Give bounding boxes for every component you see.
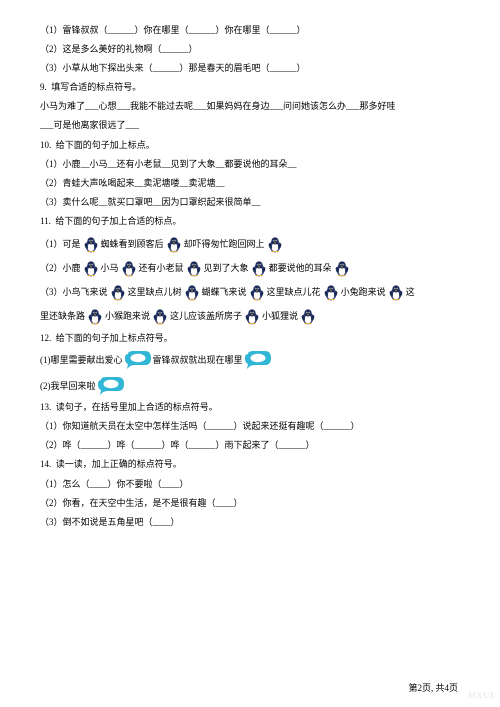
penguin-icon <box>243 308 261 326</box>
question-14-3: （3）倒不如说是五角星吧（____） <box>40 514 460 531</box>
speech-bubble-icon <box>125 351 151 369</box>
question-12: 12. 给下面的句子加上标点符号。 <box>40 330 460 347</box>
text: 这儿应该盖所房子 <box>170 308 242 325</box>
penguin-icon <box>387 284 405 302</box>
penguin-icon <box>109 284 127 302</box>
text: 这 <box>406 284 415 301</box>
penguin-icon <box>266 236 284 254</box>
question-13: 13. 读句子，在括号里加上合适的标点符号。 <box>40 399 460 416</box>
penguin-icon <box>86 308 104 326</box>
text: 小马为难了___心想___我能不能过去呢___如果妈妈在身边___问问她该怎么办… <box>40 98 396 115</box>
text: 小狐狸说 <box>262 308 298 325</box>
question-14-2: （2）你看，在天空中生活，是不是很有趣（____） <box>40 495 460 512</box>
text: （2）小鹿 <box>40 260 81 277</box>
penguin-icon <box>322 284 340 302</box>
question-11-2: （2）小鹿 小马 还有小老鼠 见到了大象 都要说他的耳朵 <box>40 260 460 278</box>
item-1: （1）雷锋叔叔（______）你在哪里（______）你在哪里（______） <box>40 22 460 39</box>
text: 都要说他的耳朵 <box>269 260 332 277</box>
penguin-icon <box>82 260 100 278</box>
question-11-3b: 里还缺条路 小猴跑来说 这儿应该盖所房子 小狐狸说 <box>40 308 460 326</box>
penguin-icon <box>185 260 203 278</box>
text: ___可是他离家很远了___ <box>40 117 139 134</box>
text: （3）卖什么呢__就买口罩吧__因为口罩织起来很简单__ <box>40 194 261 211</box>
penguin-icon <box>333 260 351 278</box>
text: 9. 填写合适的标点符号。 <box>40 79 141 96</box>
item-3: （3）小草从地下探出头来（______）那是春天的眉毛吧（______） <box>40 60 460 77</box>
text: （1）雷锋叔叔（______）你在哪里（______）你在哪里（______） <box>40 22 306 39</box>
text: 13. 读句子，在括号里加上合适的标点符号。 <box>40 399 218 416</box>
text: 这里缺点儿花 <box>267 284 321 301</box>
worksheet-page: （1）雷锋叔叔（______）你在哪里（______）你在哪里（______） … <box>0 0 500 707</box>
speech-bubble-icon <box>98 377 124 395</box>
text: （2）你看，在天空中生活，是不是很有趣（____） <box>40 495 243 512</box>
text: 小猴跑来说 <box>105 308 150 325</box>
text: 雷锋叔叔就出现在哪里 <box>153 352 243 369</box>
text: （2）青蛙大声吆喝起来__卖泥塘喽__卖泥塘__ <box>40 175 225 192</box>
watermark: MXUE <box>468 688 496 703</box>
question-9: 9. 填写合适的标点符号。 <box>40 79 460 96</box>
item-2: （2）这是多么美好的礼物啊（______） <box>40 41 460 58</box>
text: 11. 给下面的句子加上合适的标点。 <box>40 213 181 230</box>
penguin-icon <box>183 284 201 302</box>
text: 小兔跑来说 <box>341 284 386 301</box>
question-10-3: （3）卖什么呢__就买口罩吧__因为口罩织起来很简单__ <box>40 194 460 211</box>
penguin-icon <box>299 308 317 326</box>
text: 里还缺条路 <box>40 308 85 325</box>
text: （1）可是 <box>40 236 81 253</box>
text: （3）倒不如说是五角星吧（____） <box>40 514 180 531</box>
text: （3）小鸟飞来说 <box>40 284 108 301</box>
penguin-icon <box>120 260 138 278</box>
text: （1）怎么（____）你不要啦（____） <box>40 476 189 493</box>
text: (2)我早回来啦 <box>40 378 96 395</box>
question-14: 14. 读一读，加上正确的标点符号。 <box>40 456 460 473</box>
text: （3）小草从地下探出头来（______）那是春天的眉毛吧（______） <box>40 60 306 77</box>
text: 蜘蛛看到顾客后 <box>101 236 164 253</box>
penguin-icon <box>248 284 266 302</box>
text: 这里缺点儿树 <box>128 284 182 301</box>
text: 小马 <box>101 260 119 277</box>
question-13-1: （1）你知道航天员在太空中怎样生活吗（______）说起来还挺有趣呢（_____… <box>40 418 460 435</box>
penguin-icon <box>250 260 268 278</box>
text: 还有小老鼠 <box>139 260 184 277</box>
speech-bubble-icon <box>245 351 271 369</box>
question-12-2: (2)我早回来啦 <box>40 377 460 395</box>
question-10-1: （1）小鹿__小马__还有小老鼠__见到了大象__都要说他的耳朵__ <box>40 156 460 173</box>
question-10: 10. 给下面的句子加上标点。 <box>40 137 460 154</box>
question-13-2: （2）哗（______）哗（______）哗（______）雨下起来了（____… <box>40 437 460 454</box>
question-10-2: （2）青蛙大声吆喝起来__卖泥塘喽__卖泥塘__ <box>40 175 460 192</box>
question-11: 11. 给下面的句子加上合适的标点。 <box>40 213 460 230</box>
text: （2）哗（______）哗（______）哗（______）雨下起来了（____… <box>40 437 315 454</box>
question-14-1: （1）怎么（____）你不要啦（____） <box>40 476 460 493</box>
question-11-1: （1）可是 蜘蛛看到顾客后 却吓得匆忙跑回网上 <box>40 236 460 254</box>
text: 蝴蝶飞来说 <box>202 284 247 301</box>
text: 12. 给下面的句子加上标点符号。 <box>40 330 173 347</box>
text: （1）你知道航天员在太空中怎样生活吗（______）说起来还挺有趣呢（_____… <box>40 418 360 435</box>
penguin-icon <box>82 236 100 254</box>
text: 见到了大象 <box>204 260 249 277</box>
penguin-icon <box>165 236 183 254</box>
text: （2）这是多么美好的礼物啊（______） <box>40 41 198 58</box>
question-9-line-b: ___可是他离家很远了___ <box>40 117 460 134</box>
text: （1）小鹿__小马__还有小老鼠__见到了大象__都要说他的耳朵__ <box>40 156 297 173</box>
text: 10. 给下面的句子加上标点。 <box>40 137 155 154</box>
page-footer: 第2页, 共4页 <box>408 680 458 697</box>
question-11-3a: （3）小鸟飞来说 这里缺点儿树 蝴蝶飞来说 这里缺点儿花 小兔跑来说 这 <box>40 284 460 302</box>
penguin-icon <box>151 308 169 326</box>
question-12-1: (1)哪里需要献出爱心 雷锋叔叔就出现在哪里 <box>40 351 460 369</box>
text: (1)哪里需要献出爱心 <box>40 352 123 369</box>
question-9-line-a: 小马为难了___心想___我能不能过去呢___如果妈妈在身边___问问她该怎么办… <box>40 98 460 115</box>
text: 14. 读一读，加上正确的标点符号。 <box>40 456 182 473</box>
text: 却吓得匆忙跑回网上 <box>184 236 265 253</box>
